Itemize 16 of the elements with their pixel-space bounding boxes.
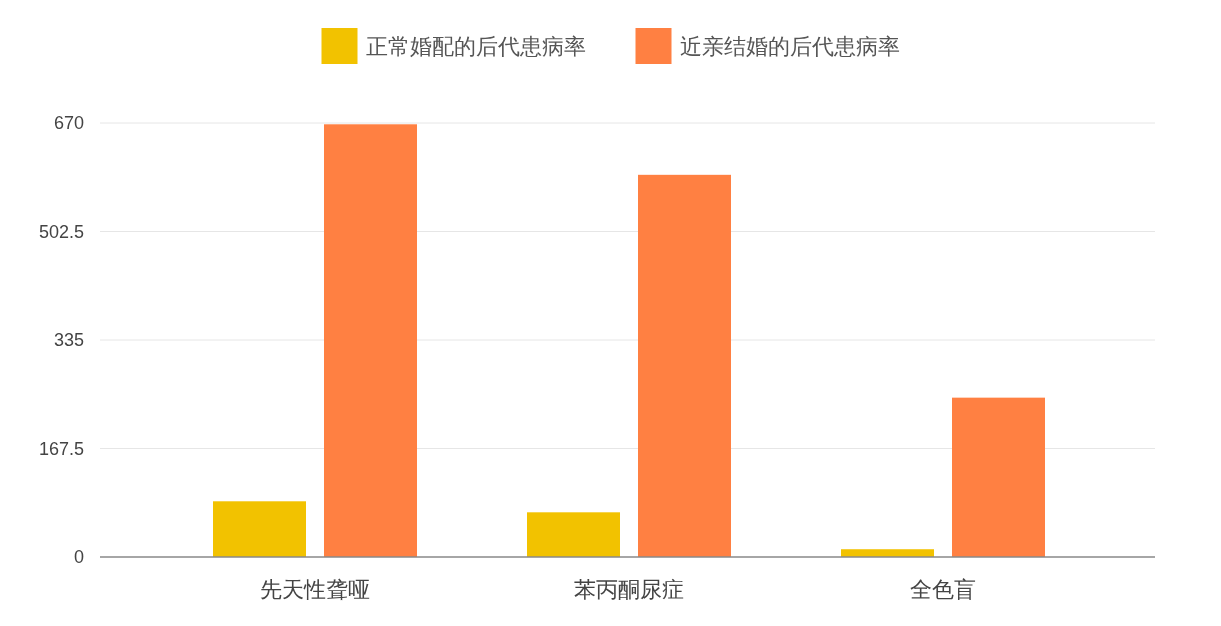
bar <box>952 397 1045 557</box>
bar <box>527 512 620 557</box>
bar <box>638 174 731 557</box>
y-tick-label: 502.5 <box>38 221 84 242</box>
bar <box>324 124 417 557</box>
x-tick-label: 先天性聋哑 <box>260 577 370 602</box>
x-tick-label: 全色盲 <box>910 577 976 602</box>
bar <box>841 549 934 557</box>
legend-label: 正常婚配的后代患病率 <box>365 34 586 59</box>
y-tick-label: 167.5 <box>38 438 84 459</box>
legend-label: 近亲结婚的后代患病率 <box>679 34 900 59</box>
y-tick-label: 335 <box>53 330 84 350</box>
y-tick-label: 670 <box>53 113 84 133</box>
y-tick-label: 0 <box>73 547 84 567</box>
bar <box>213 501 306 557</box>
x-tick-label: 苯丙酮尿症 <box>574 577 684 602</box>
